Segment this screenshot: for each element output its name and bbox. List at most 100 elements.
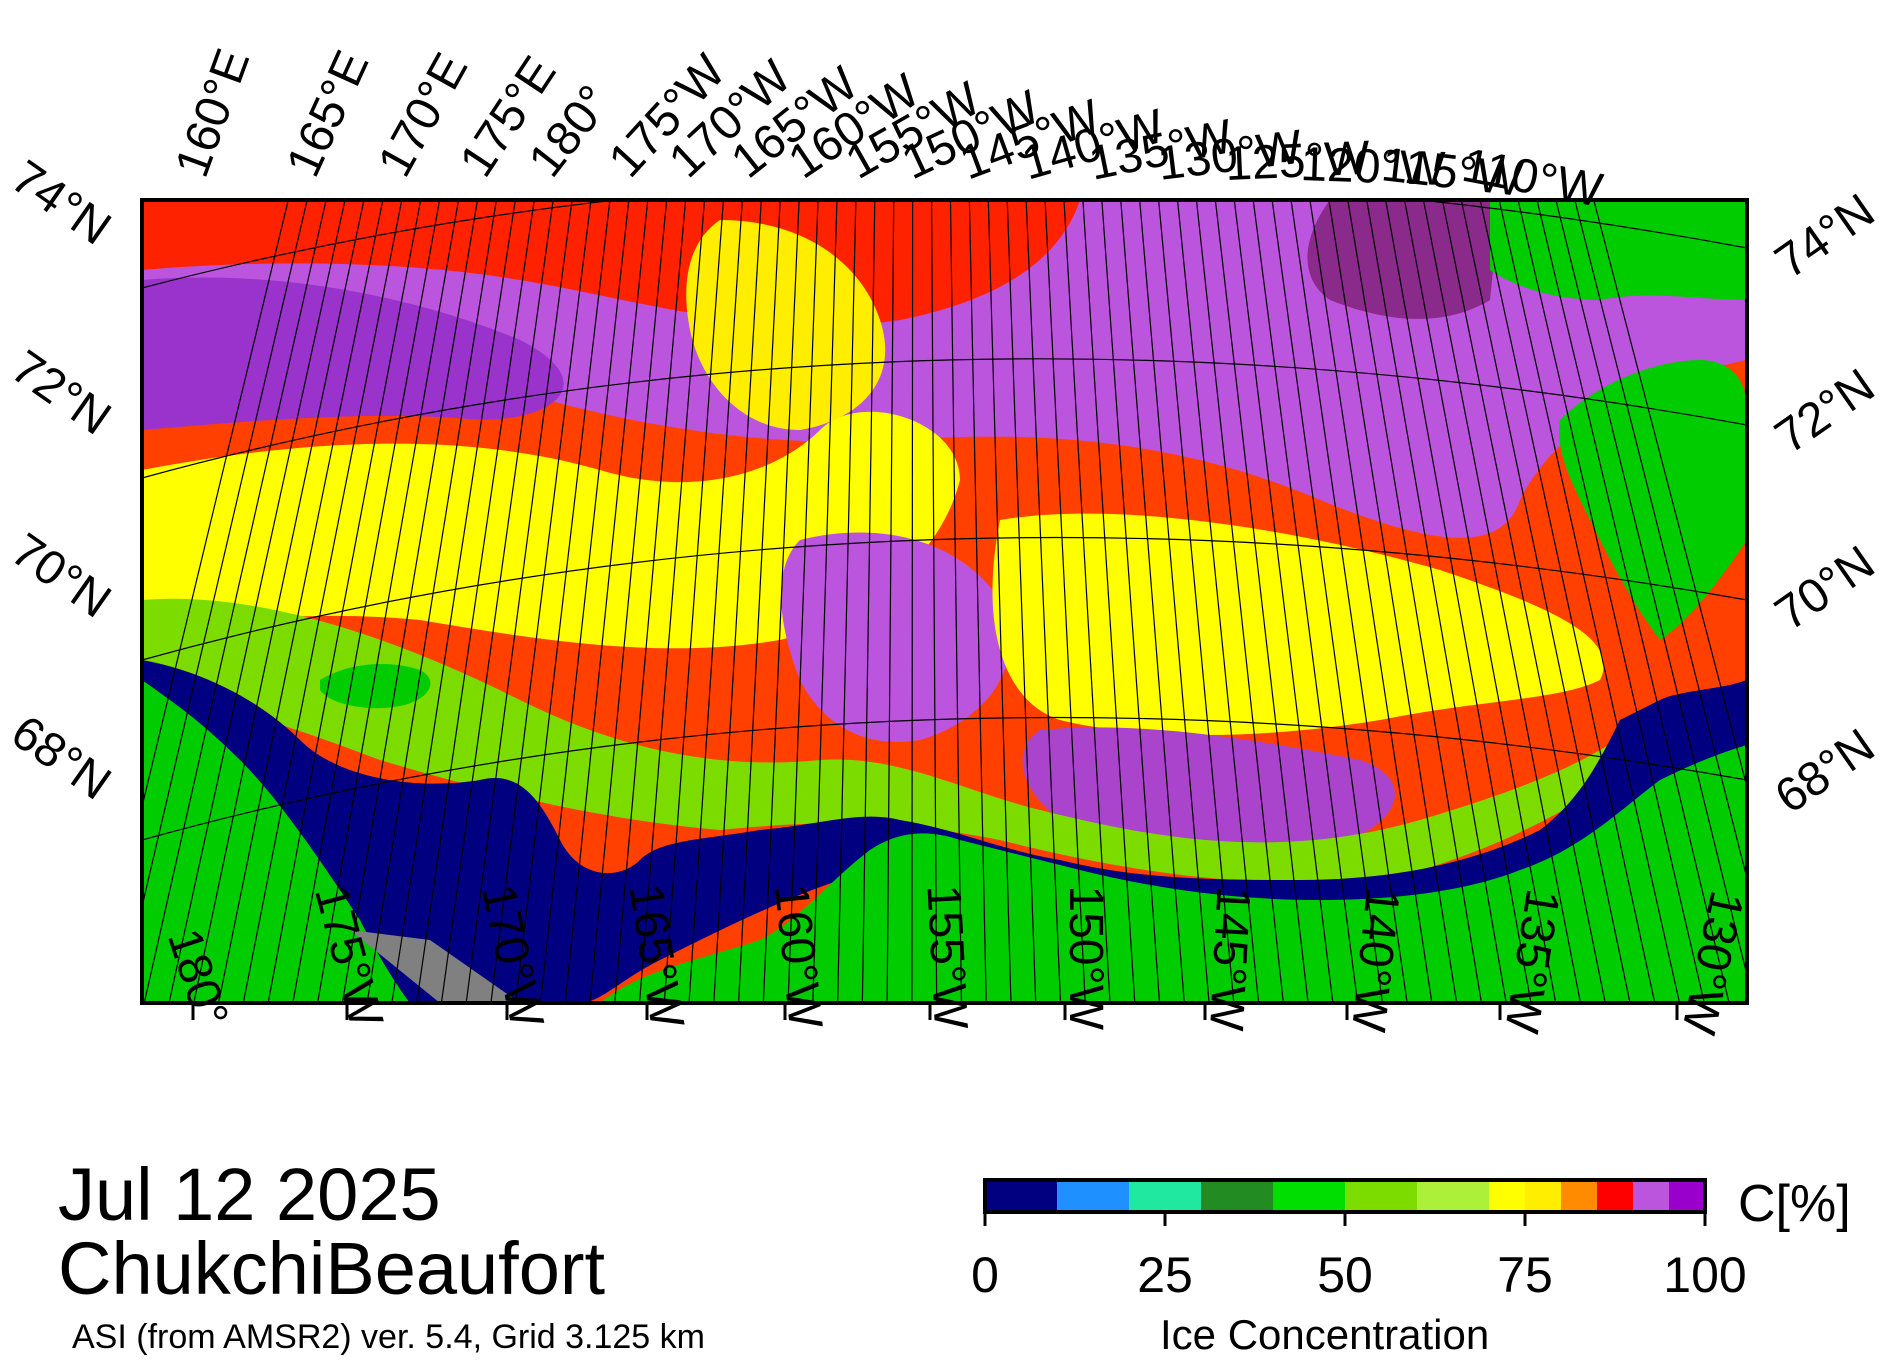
lon-line <box>1479 200 1656 1003</box>
bottom-lon-label: 145°W <box>1199 885 1260 1033</box>
ice-band-yellow-east <box>992 513 1604 735</box>
lon-line <box>539 200 630 1003</box>
lon-line <box>1063 200 1111 1003</box>
lon-line <box>1290 200 1408 1003</box>
lon-line <box>663 200 725 1003</box>
lon-line <box>1460 200 1631 1003</box>
bottom-lon-label: 150°W <box>1059 885 1112 1030</box>
lon-line <box>341 200 479 1003</box>
lon-line <box>1252 200 1359 1003</box>
lon-line <box>366 200 498 1003</box>
lon-line <box>1328 200 1458 1003</box>
left-lat-label: 72°N <box>2 341 120 446</box>
left-lat-label: 68°N <box>2 706 120 811</box>
colorbar-tick-label: 50 <box>1317 1247 1373 1303</box>
lon-line <box>638 200 706 1003</box>
lon-line <box>1366 200 1507 1003</box>
colorbar-unit: C[%] <box>1738 1175 1851 1233</box>
date-label: Jul 12 2025 <box>58 1153 441 1236</box>
lon-line <box>1006 200 1037 1003</box>
right-lat-label: 68°N <box>1766 719 1884 824</box>
lon-line <box>987 200 1012 1003</box>
lon-line <box>292 200 441 1003</box>
source-label: ASI (from AMSR2) ver. 5.4, Grid 3.125 km <box>72 1318 705 1356</box>
lon-line <box>1517 200 1705 1003</box>
lon-line <box>1214 200 1309 1003</box>
lon-line <box>1385 200 1532 1003</box>
colorbar-bin <box>1129 1180 1201 1212</box>
lon-line <box>949 200 963 1003</box>
lon-line <box>1441 200 1606 1003</box>
lon-line <box>1403 200 1557 1003</box>
top-lon-label: 160°E <box>166 42 261 184</box>
lon-line <box>589 200 668 1003</box>
lon-line <box>143 200 327 1003</box>
lon-line <box>1101 200 1161 1003</box>
bottom-lon-label: 155°W <box>916 883 977 1031</box>
lon-line <box>1422 200 1582 1003</box>
colorbar-bin <box>1597 1180 1633 1212</box>
lon-line <box>440 200 554 1003</box>
lon-line <box>837 200 857 1003</box>
lon-line <box>242 200 403 1003</box>
ice-band-yellow-central <box>686 220 886 430</box>
colorbar-bin <box>1669 1180 1705 1212</box>
colorbar-tick-label: 25 <box>1137 1247 1193 1303</box>
lon-line <box>1498 200 1681 1003</box>
lon-line <box>930 200 938 1003</box>
right-lat-label: 72°N <box>1766 359 1884 464</box>
lon-line <box>564 200 649 1003</box>
ice-band-purple-southeast <box>1022 727 1395 854</box>
lon-line <box>416 200 535 1003</box>
colorbar-tick-label: 100 <box>1663 1247 1747 1303</box>
colorbar-bin <box>1057 1180 1129 1212</box>
colorbar-bin <box>1633 1180 1669 1212</box>
left-lat-label: 74°N <box>2 151 120 256</box>
ice-band-purple-central <box>781 532 1011 742</box>
lon-line <box>713 200 762 1003</box>
land-chukotka <box>142 680 410 1003</box>
lon-line <box>911 200 914 1003</box>
colorbar-title: Ice Concentration <box>1160 1311 1490 1358</box>
lon-line <box>1233 200 1334 1003</box>
graticule-longitudes <box>142 200 1747 1003</box>
lon-line <box>316 200 460 1003</box>
lon-line <box>1347 200 1483 1003</box>
lon-line <box>267 200 422 1003</box>
top-longitude-labels: 160°E 165°E170°E175°E180°175°W170°W165°W1… <box>166 42 1608 218</box>
lat-line-74 <box>142 200 1747 289</box>
lon-line <box>465 200 573 1003</box>
land-banks-island <box>1559 360 1747 640</box>
lon-line <box>391 200 516 1003</box>
lon-line <box>688 200 743 1003</box>
lon-line <box>1593 200 1747 790</box>
colorbar-tick-label: 0 <box>971 1247 999 1303</box>
lon-line <box>861 200 876 1003</box>
map-panel <box>142 200 1747 1003</box>
land-alaska <box>600 745 1747 1003</box>
land-wrangel-island <box>320 664 431 709</box>
ice-band-purple-northwest <box>142 277 564 430</box>
top-lon-label: 165°E <box>277 43 380 184</box>
lon-line <box>1574 200 1747 881</box>
open-water-coastal <box>142 660 1747 1003</box>
lon-line <box>490 200 592 1003</box>
lon-line <box>142 200 289 810</box>
lat-line-72 <box>142 358 1747 479</box>
right-latitude-labels: 74°N 72°N 70°N 68°N <box>1766 184 1884 824</box>
right-lat-label: 74°N <box>1766 184 1884 289</box>
lon-line <box>1555 200 1747 978</box>
lon-line <box>1271 200 1384 1003</box>
colorbar-bin <box>985 1180 1057 1212</box>
lon-line <box>217 200 384 1003</box>
lon-line <box>1176 200 1260 1003</box>
lon-line <box>1025 200 1062 1003</box>
lon-line <box>762 200 800 1003</box>
region-label: ChukchiBeaufort <box>58 1227 606 1310</box>
left-lat-label: 70°N <box>2 524 120 629</box>
colorbar-bin <box>1201 1180 1273 1212</box>
lon-line <box>614 200 687 1003</box>
right-lat-label: 70°N <box>1766 536 1884 641</box>
lon-line <box>1536 200 1730 1003</box>
lon-line <box>142 200 308 910</box>
